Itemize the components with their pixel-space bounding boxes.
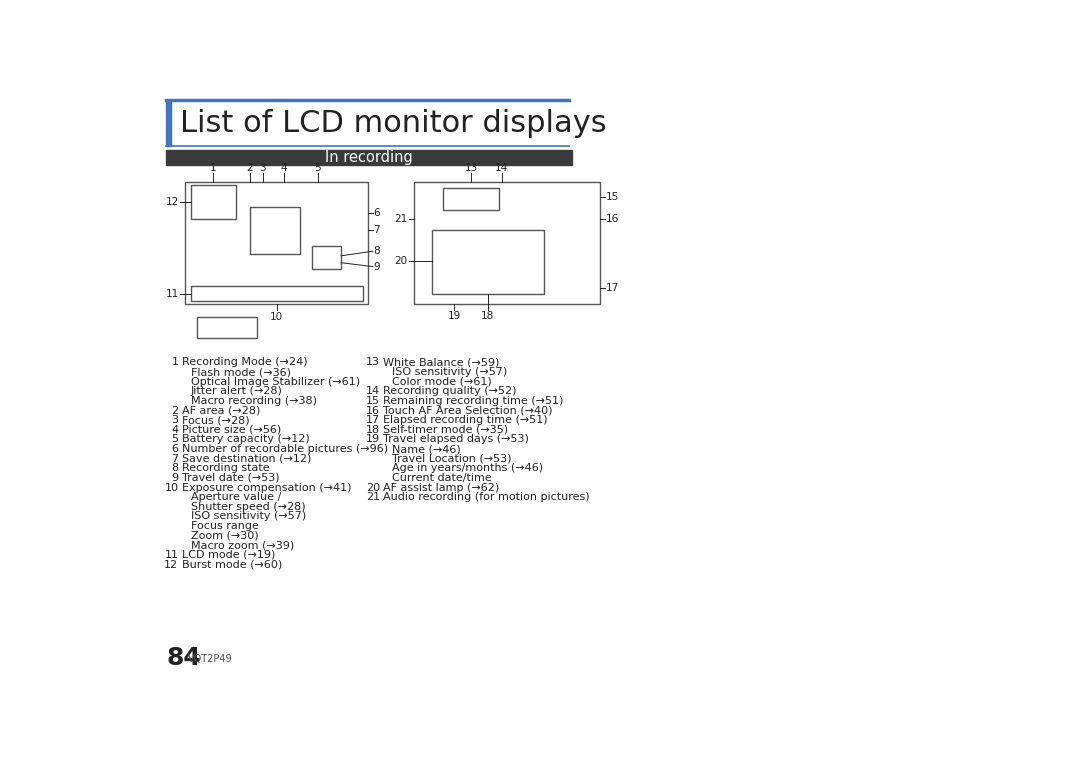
Text: 16: 16 xyxy=(366,405,380,415)
Text: 10: 10 xyxy=(164,483,178,493)
Text: Touch AF Area Selection (→40): Touch AF Area Selection (→40) xyxy=(383,405,553,415)
Text: Remaining recording time (→51): Remaining recording time (→51) xyxy=(383,396,564,406)
Text: 20: 20 xyxy=(394,256,408,266)
Text: 13: 13 xyxy=(464,163,478,173)
Text: 14: 14 xyxy=(366,386,380,396)
Bar xyxy=(186,182,367,304)
Text: 11: 11 xyxy=(166,288,179,298)
Text: 14: 14 xyxy=(495,163,509,173)
Text: VQT2P49: VQT2P49 xyxy=(188,654,232,664)
Text: Elapsed recording time (→51): Elapsed recording time (→51) xyxy=(383,415,548,425)
Text: AF area (→28): AF area (→28) xyxy=(181,405,260,415)
Text: Travel elapsed days (→53): Travel elapsed days (→53) xyxy=(383,435,529,444)
Text: Optical Image Stabilizer (→61): Optical Image Stabilizer (→61) xyxy=(191,376,360,386)
Text: 84: 84 xyxy=(166,646,201,669)
Text: 4: 4 xyxy=(172,425,178,435)
Text: Battery capacity (→12): Battery capacity (→12) xyxy=(181,435,309,444)
Text: 9: 9 xyxy=(172,473,178,483)
Text: Age in years/months (→46): Age in years/months (→46) xyxy=(392,464,543,474)
Text: 10: 10 xyxy=(270,312,283,322)
Text: Macro recording (→38): Macro recording (→38) xyxy=(191,396,316,406)
Text: 11: 11 xyxy=(164,550,178,560)
Text: Picture size (→56): Picture size (→56) xyxy=(181,425,281,435)
Text: White Balance (→59): White Balance (→59) xyxy=(383,357,499,367)
Bar xyxy=(166,99,172,145)
Bar xyxy=(166,149,572,165)
Text: 21: 21 xyxy=(394,214,408,224)
Text: Zoom (→30): Zoom (→30) xyxy=(191,531,258,541)
Text: 7: 7 xyxy=(373,226,379,236)
Bar xyxy=(414,182,600,304)
Text: ISO sensitivity (→57): ISO sensitivity (→57) xyxy=(392,367,508,377)
Bar xyxy=(312,246,341,269)
Text: 1: 1 xyxy=(210,163,217,173)
Text: In recording: In recording xyxy=(325,150,413,164)
Text: 8: 8 xyxy=(172,464,178,474)
Text: 7: 7 xyxy=(172,454,178,464)
Text: Recording state: Recording state xyxy=(181,464,269,474)
Text: List of LCD monitor displays: List of LCD monitor displays xyxy=(180,109,607,138)
Text: Flash mode (→36): Flash mode (→36) xyxy=(191,367,291,377)
Text: LCD mode (→19): LCD mode (→19) xyxy=(181,550,275,560)
Text: 3: 3 xyxy=(172,415,178,425)
Bar xyxy=(444,188,499,210)
Text: 15: 15 xyxy=(366,396,380,406)
Text: Focus (→28): Focus (→28) xyxy=(181,415,249,425)
Text: Save destination (→12): Save destination (→12) xyxy=(181,454,311,464)
Text: 9: 9 xyxy=(373,262,379,272)
Text: 19: 19 xyxy=(366,435,380,444)
Text: Recording Mode (→24): Recording Mode (→24) xyxy=(181,357,307,367)
Text: 6: 6 xyxy=(172,444,178,454)
Text: Recording quality (→52): Recording quality (→52) xyxy=(383,386,516,396)
Text: 12: 12 xyxy=(166,197,179,207)
Text: Aperture value /: Aperture value / xyxy=(191,492,281,502)
Text: 19: 19 xyxy=(448,311,461,321)
Text: Burst mode (→60): Burst mode (→60) xyxy=(181,559,282,570)
Text: 4: 4 xyxy=(281,163,287,173)
Text: Number of recordable pictures (→96): Number of recordable pictures (→96) xyxy=(181,444,388,454)
Text: 13: 13 xyxy=(366,357,380,367)
Text: Name (→46): Name (→46) xyxy=(392,444,461,454)
Text: 15: 15 xyxy=(606,192,619,202)
Text: Travel date (→53): Travel date (→53) xyxy=(181,473,279,483)
Text: 3: 3 xyxy=(259,163,266,173)
Bar xyxy=(197,317,257,338)
Text: Travel Location (→53): Travel Location (→53) xyxy=(392,454,512,464)
Text: 18: 18 xyxy=(366,425,380,435)
Text: Jitter alert (→28): Jitter alert (→28) xyxy=(191,386,283,396)
Bar xyxy=(249,207,300,253)
Text: Exposure compensation (→41): Exposure compensation (→41) xyxy=(181,483,351,493)
Text: 5: 5 xyxy=(314,163,321,173)
Bar xyxy=(432,230,544,294)
Text: 2: 2 xyxy=(246,163,253,173)
Text: 12: 12 xyxy=(164,559,178,570)
Text: 17: 17 xyxy=(366,415,380,425)
Text: Shutter speed (→28): Shutter speed (→28) xyxy=(191,502,306,512)
Text: 20: 20 xyxy=(366,483,380,493)
Text: 16: 16 xyxy=(606,214,619,224)
Text: Color mode (→61): Color mode (→61) xyxy=(392,376,492,386)
Text: 18: 18 xyxy=(481,311,495,321)
Text: 8: 8 xyxy=(373,246,379,256)
Text: 1: 1 xyxy=(172,357,178,367)
Bar xyxy=(191,286,363,301)
Text: Macro zoom (→39): Macro zoom (→39) xyxy=(191,540,294,550)
Text: Audio recording (for motion pictures): Audio recording (for motion pictures) xyxy=(383,492,590,502)
Text: Current date/time: Current date/time xyxy=(392,473,492,483)
Bar xyxy=(191,185,235,219)
Text: Focus range: Focus range xyxy=(191,521,259,531)
Text: 17: 17 xyxy=(606,283,619,293)
Text: 2: 2 xyxy=(172,405,178,415)
Text: AF assist lamp (→62): AF assist lamp (→62) xyxy=(383,483,499,493)
Text: 5: 5 xyxy=(172,435,178,444)
Text: 21: 21 xyxy=(366,492,380,502)
Text: Self-timer mode (→35): Self-timer mode (→35) xyxy=(383,425,508,435)
Text: ISO sensitivity (→57): ISO sensitivity (→57) xyxy=(191,512,306,522)
Text: 6: 6 xyxy=(373,207,379,218)
